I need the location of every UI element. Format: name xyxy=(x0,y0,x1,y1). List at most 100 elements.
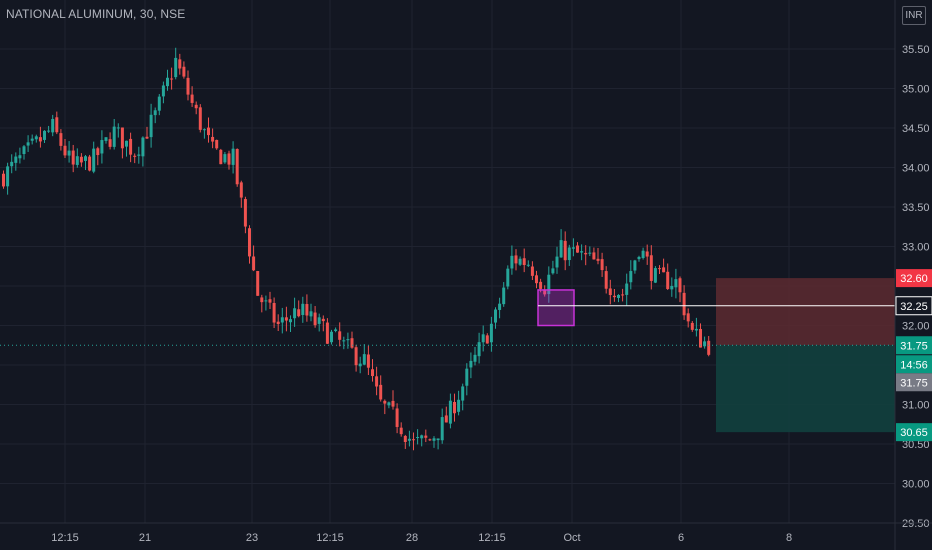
candle-body xyxy=(84,156,87,161)
price-tick-label: 30.00 xyxy=(902,479,930,491)
stop-loss-zone xyxy=(716,278,895,346)
candle-body xyxy=(432,438,436,441)
time-tick-label: 23 xyxy=(246,532,258,544)
candle-body xyxy=(301,303,305,315)
price-tick-label: 30.50 xyxy=(902,439,930,451)
candle-body xyxy=(129,138,133,155)
candle-body xyxy=(584,252,588,255)
candle-body xyxy=(30,138,34,141)
candle-body xyxy=(387,402,391,406)
candle-body xyxy=(190,94,194,103)
candle-body xyxy=(699,328,702,348)
candle-body xyxy=(317,317,321,324)
candle-body xyxy=(2,173,5,187)
candle-body xyxy=(325,322,329,344)
candle-body xyxy=(26,142,30,146)
candle-body xyxy=(293,308,297,319)
currency-badge[interactable]: INR xyxy=(902,6,926,25)
candle-body xyxy=(625,283,629,295)
overlay-layer xyxy=(0,289,895,346)
candle-body xyxy=(420,435,424,439)
price-tick-label: 32.00 xyxy=(902,321,930,333)
line-price-label-bg xyxy=(895,296,932,316)
time-tick-label: 12:15 xyxy=(478,532,506,544)
candle-body xyxy=(330,331,333,343)
candle-body xyxy=(391,400,395,407)
candle-body xyxy=(629,271,633,283)
candle-body xyxy=(67,150,71,156)
candle-body xyxy=(178,59,182,69)
candle-body xyxy=(227,153,231,165)
candle-body xyxy=(96,148,100,156)
candle-body xyxy=(678,278,682,293)
candle-body xyxy=(182,66,186,77)
candle-body xyxy=(149,114,153,138)
candle-body xyxy=(453,401,456,414)
candle-body xyxy=(555,256,559,268)
candle-body xyxy=(703,341,707,347)
candle-body xyxy=(75,156,79,165)
price-labels: 32.60 32.25 31.75 14:56 31.75 30.65 xyxy=(895,269,932,442)
candle-body xyxy=(334,329,338,331)
candle-body xyxy=(100,140,104,154)
candle-body xyxy=(108,139,112,147)
candle-body xyxy=(223,154,227,163)
candle-body xyxy=(580,251,584,253)
candle-body xyxy=(88,156,92,171)
candle-body xyxy=(38,137,42,142)
candle-body xyxy=(694,328,698,331)
candle-body xyxy=(112,126,116,147)
candle-body xyxy=(47,130,51,132)
candle-body xyxy=(14,156,18,163)
candle-body xyxy=(612,295,616,298)
candle-body xyxy=(649,255,653,281)
candle-body xyxy=(51,118,55,133)
candle-body xyxy=(297,309,301,317)
time-tick-label: Oct xyxy=(563,532,580,544)
candle-body xyxy=(457,399,461,412)
candle-body xyxy=(645,251,649,257)
candle-body xyxy=(477,342,481,357)
last-price-label-bg xyxy=(896,373,932,392)
entry-price-label-bg xyxy=(896,336,932,355)
candle-body xyxy=(448,400,452,424)
candle-body xyxy=(469,360,473,368)
candle-body xyxy=(6,166,10,187)
position-zones xyxy=(716,278,895,433)
price-axis[interactable]: 35.50 35.00 34.50 34.00 33.50 33.00 32.00 31.00… xyxy=(894,0,930,550)
candle-body xyxy=(63,145,67,156)
candle-body xyxy=(313,312,317,326)
candle-body xyxy=(239,182,243,198)
candle-body xyxy=(231,148,235,165)
stop-price-label: 32.60 xyxy=(900,273,928,285)
target-price-label-bg xyxy=(896,423,932,442)
candle-body xyxy=(498,303,502,310)
candle-body xyxy=(116,127,120,129)
candle-body xyxy=(207,127,210,136)
time-tick-label: 6 xyxy=(678,532,684,544)
candle-body xyxy=(379,384,383,400)
chart-grid xyxy=(0,0,895,524)
candle-body xyxy=(412,439,415,441)
candle-body xyxy=(243,199,247,227)
candle-body xyxy=(526,264,530,266)
candle-body xyxy=(522,258,526,265)
candle-body xyxy=(235,149,239,185)
candle-body xyxy=(133,155,137,157)
candle-body xyxy=(682,292,686,316)
highlight-box xyxy=(537,289,575,327)
candle-body xyxy=(440,417,444,441)
time-tick-label: 12:15 xyxy=(51,532,79,544)
candle-body xyxy=(571,247,575,249)
time-tick-label: 12:15 xyxy=(316,532,344,544)
candle-body xyxy=(596,258,600,261)
time-axis[interactable]: 12:15 21 23 12:15 28 12:15 Oct 6 8 xyxy=(0,522,932,544)
candle-body xyxy=(494,309,497,323)
candle-body xyxy=(547,274,551,295)
candle-body xyxy=(608,288,612,296)
candle-body xyxy=(535,275,538,284)
candle-body xyxy=(79,156,83,163)
candle-body xyxy=(539,281,543,289)
candle-body xyxy=(502,287,506,305)
